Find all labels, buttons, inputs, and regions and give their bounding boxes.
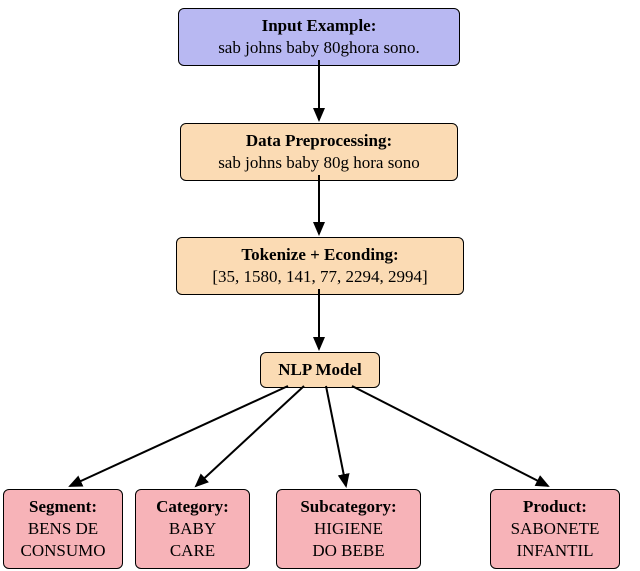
tokenize-node: Tokenize + Econding: [35, 1580, 141, 77,… xyxy=(176,237,464,295)
preprocess-text: sab johns baby 80g hora sono xyxy=(218,153,420,172)
preprocess-node: Data Preprocessing: sab johns baby 80g h… xyxy=(180,123,458,181)
subcategory-title: Subcategory: xyxy=(300,497,396,516)
segment-line2: CONSUMO xyxy=(20,541,105,560)
subcategory-line2: DO BEBE xyxy=(312,541,384,560)
tokenize-text: [35, 1580, 141, 77, 2294, 2994] xyxy=(212,267,427,286)
category-title: Category: xyxy=(156,497,229,516)
edge-model-product xyxy=(352,386,548,486)
input-node: Input Example: sab johns baby 80ghora so… xyxy=(178,8,460,66)
category-line2: CARE xyxy=(170,541,215,560)
category-line1: BABY xyxy=(169,519,216,538)
input-title: Input Example: xyxy=(262,16,377,35)
subcategory-line1: HIGIENE xyxy=(314,519,383,538)
edge-model-subcategory xyxy=(326,386,346,486)
product-node: Product: SABONETE INFANTIL xyxy=(490,489,620,569)
product-line2: INFANTIL xyxy=(516,541,593,560)
segment-line1: BENS DE xyxy=(28,519,98,538)
product-line1: SABONETE xyxy=(511,519,600,538)
tokenize-title: Tokenize + Econding: xyxy=(241,245,398,264)
subcategory-node: Subcategory: HIGIENE DO BEBE xyxy=(276,489,421,569)
segment-title: Segment: xyxy=(29,497,97,516)
preprocess-title: Data Preprocessing: xyxy=(246,131,392,150)
product-title: Product: xyxy=(523,497,587,516)
model-node: NLP Model xyxy=(260,352,380,388)
input-text: sab johns baby 80ghora sono. xyxy=(218,38,420,57)
edge-model-category xyxy=(196,386,304,486)
edge-model-segment xyxy=(70,386,288,486)
category-node: Category: BABY CARE xyxy=(135,489,250,569)
segment-node: Segment: BENS DE CONSUMO xyxy=(3,489,123,569)
model-title: NLP Model xyxy=(278,360,362,379)
